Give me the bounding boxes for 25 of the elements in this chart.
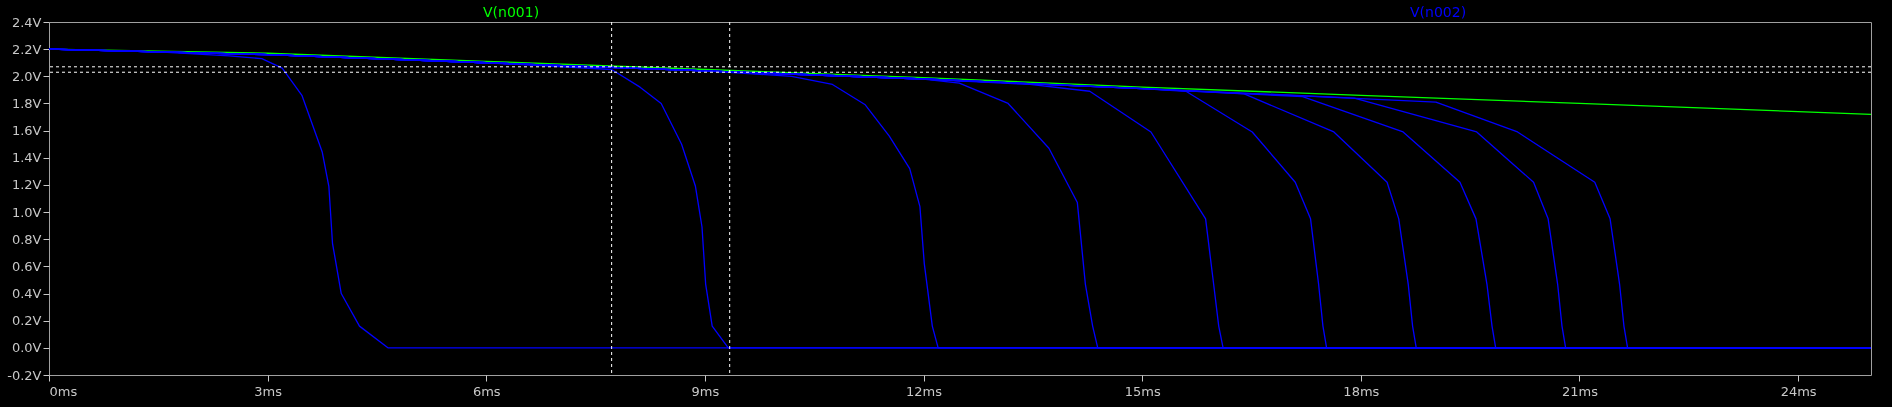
- y-tick-label: 2.2V: [11, 41, 42, 57]
- y-tick-label: 0.6V: [11, 258, 42, 274]
- x-tick-label: 18ms: [1343, 383, 1380, 399]
- text: V(n001): [483, 4, 540, 20]
- x-tick-label: 0ms: [49, 383, 78, 399]
- y-tick-label: 1.4V: [11, 150, 42, 166]
- x-tick-label: 24ms: [1780, 383, 1817, 399]
- x-tick-label: 9ms: [691, 383, 720, 399]
- y-tick-label: 2.4V: [11, 14, 42, 30]
- y-tick-label: 2.0V: [11, 68, 42, 84]
- y-tick-label: 0.4V: [11, 286, 42, 302]
- y-tick-label: 0.8V: [11, 231, 42, 247]
- y-tick-label: -0.2V: [7, 367, 42, 383]
- y-tick-label: 1.6V: [11, 123, 42, 139]
- x-tick-label: 3ms: [254, 383, 283, 399]
- x-tick-label: 21ms: [1561, 383, 1599, 399]
- y-tick-label: 1.8V: [11, 95, 42, 111]
- y-tick-label: 1.2V: [11, 177, 42, 193]
- x-tick-label: 6ms: [472, 383, 501, 399]
- x-tick-label: 12ms: [906, 383, 943, 399]
- x-tick-label: 15ms: [1124, 383, 1161, 399]
- text: V(n002): [1410, 4, 1467, 20]
- y-tick-label: 0.2V: [11, 313, 42, 329]
- y-tick-label: 1.0V: [11, 204, 42, 220]
- y-tick-label: 0.0V: [11, 340, 42, 356]
